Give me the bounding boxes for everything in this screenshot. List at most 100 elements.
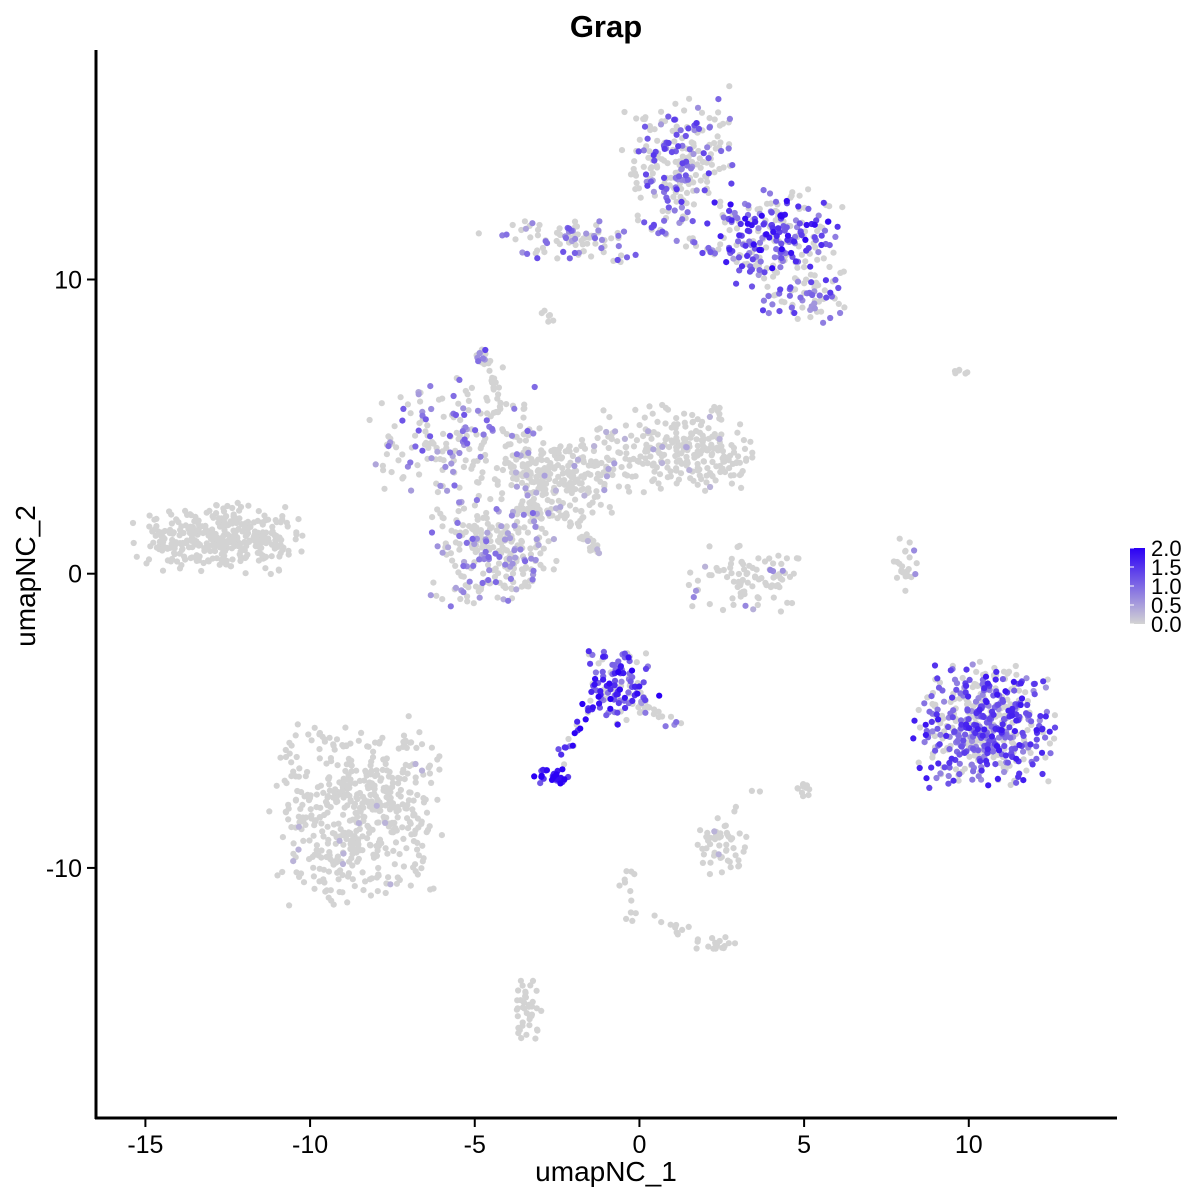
- cell-point: [388, 469, 395, 476]
- cell-point: [595, 660, 602, 667]
- cell-point: [685, 581, 693, 589]
- cell-point: [719, 606, 727, 614]
- cell-point: [158, 532, 165, 540]
- cell-point: [393, 880, 400, 887]
- cell-point: [673, 434, 680, 441]
- cell-point: [295, 846, 302, 853]
- cell-point: [422, 796, 429, 803]
- cell-point: [777, 264, 784, 271]
- cell-point: [340, 841, 347, 848]
- cell-point: [816, 292, 823, 299]
- cell-point: [962, 370, 969, 377]
- cell-point: [211, 548, 219, 555]
- cell-point: [522, 994, 530, 1001]
- cell-point: [340, 830, 347, 837]
- cell-point: [902, 573, 909, 580]
- cell-point: [677, 470, 685, 477]
- cell-point: [505, 597, 512, 604]
- cell-point: [531, 383, 538, 391]
- cell-point: [794, 278, 802, 285]
- cell-point: [250, 519, 258, 526]
- cell-point: [621, 879, 629, 886]
- cell-point: [700, 851, 708, 858]
- cell-point: [697, 177, 704, 184]
- cell-point: [354, 813, 361, 821]
- cell-point: [535, 542, 542, 549]
- cell-point: [622, 422, 630, 429]
- cell-point: [512, 236, 519, 243]
- cell-point: [659, 443, 666, 450]
- cell-point: [756, 239, 764, 246]
- cell-point: [659, 207, 666, 215]
- cell-point: [550, 317, 557, 324]
- cell-point: [649, 477, 656, 485]
- cell-point: [1046, 740, 1053, 747]
- cell-point: [715, 96, 722, 103]
- cell-point: [673, 719, 680, 726]
- cell-point: [553, 229, 561, 236]
- cell-point: [178, 562, 185, 569]
- cell-point: [1042, 734, 1049, 741]
- cell-point: [672, 452, 679, 460]
- cell-point: [778, 246, 785, 253]
- cell-point: [798, 251, 806, 258]
- cell-point: [479, 469, 486, 476]
- cell-point: [758, 212, 765, 219]
- cell-point: [470, 562, 477, 570]
- cell-point: [572, 506, 579, 513]
- cell-point: [962, 731, 969, 738]
- cell-point: [283, 519, 290, 526]
- cell-point: [705, 425, 712, 432]
- y-tick-label: 10: [54, 266, 82, 294]
- cell-point: [610, 466, 617, 473]
- cell-point: [727, 472, 735, 479]
- cell-point: [351, 883, 358, 890]
- cell-point: [1011, 687, 1018, 694]
- cell-point: [534, 468, 541, 475]
- cell-point: [333, 859, 340, 866]
- cell-point: [1022, 689, 1029, 696]
- cell-point: [732, 852, 739, 859]
- cell-point: [834, 223, 841, 230]
- cell-point: [933, 774, 940, 782]
- cell-point: [1018, 695, 1026, 702]
- cell-point: [982, 673, 990, 680]
- cell-point: [268, 553, 275, 560]
- cell-point: [266, 808, 273, 815]
- cell-point: [627, 678, 634, 685]
- cell-point: [419, 842, 426, 849]
- cell-point: [440, 457, 447, 464]
- cell-point: [558, 455, 565, 462]
- cell-point: [353, 767, 360, 774]
- x-axis-label: umapNC_1: [535, 1156, 677, 1187]
- cell-point: [936, 741, 943, 748]
- cell-point: [499, 490, 506, 497]
- cell-point: [632, 406, 639, 413]
- cell-point: [508, 432, 516, 439]
- cell-point: [337, 826, 344, 833]
- cell-point: [326, 781, 333, 788]
- cell-point: [473, 497, 480, 504]
- cell-point: [766, 555, 773, 562]
- cell-point: [670, 193, 677, 200]
- cell-point: [378, 400, 385, 407]
- x-tick-label: -10: [292, 1131, 328, 1159]
- cell-point: [832, 276, 839, 283]
- cell-point: [835, 300, 842, 307]
- cell-point: [339, 787, 346, 794]
- cell-point: [754, 601, 761, 609]
- cell-point: [1011, 728, 1019, 735]
- cell-point: [484, 397, 491, 404]
- cell-point: [592, 669, 600, 676]
- cell-point: [650, 429, 657, 436]
- cell-point: [777, 212, 784, 219]
- cell-point: [569, 742, 576, 749]
- cell-point: [591, 681, 598, 688]
- cell-point: [557, 512, 564, 519]
- cell-point: [595, 227, 602, 234]
- cell-point: [667, 174, 675, 181]
- cell-point: [747, 438, 754, 445]
- cell-point: [623, 868, 630, 875]
- x-tick-label: 0: [632, 1131, 646, 1159]
- cell-point: [654, 137, 661, 144]
